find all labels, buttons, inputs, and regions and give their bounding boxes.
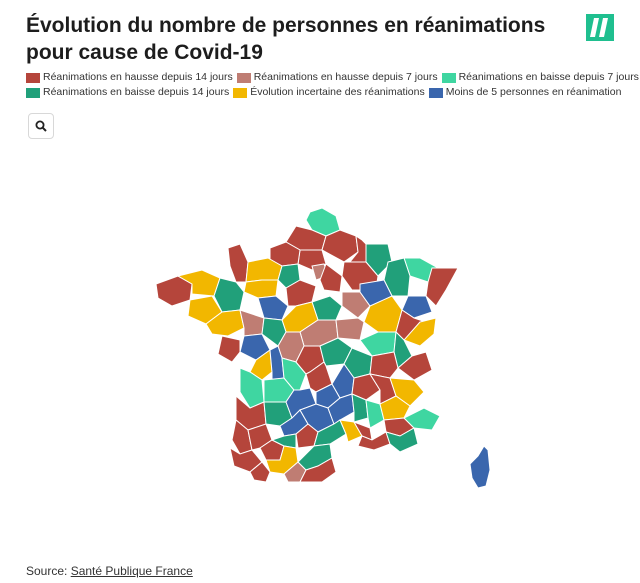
legend-item-incertaine[interactable]: Évolution incertaine des réanimations <box>233 85 425 100</box>
region-hautes-pyrenees[interactable] <box>249 461 271 483</box>
legend-label: Évolution incertaine des réanimations <box>250 86 425 98</box>
region-bas-rhin[interactable] <box>425 267 459 307</box>
chart-title: Évolution du nombre de personnes en réan… <box>26 14 546 64</box>
source-note: Source: Santé Publique France <box>26 564 193 578</box>
legend-item-baisse-7[interactable]: Réanimations en baisse depuis 7 jours <box>441 70 639 85</box>
france-departments-map <box>155 207 491 489</box>
legend-swatch <box>236 72 251 83</box>
source-prefix: Source: <box>26 564 71 578</box>
legend-swatch <box>26 72 40 83</box>
source-link[interactable]: Santé Publique France <box>70 564 193 578</box>
region-pyrenees-orientales[interactable] <box>299 457 337 483</box>
region-sarthe[interactable] <box>257 295 289 321</box>
legend-swatch <box>428 87 443 98</box>
huffpost-logo-icon <box>586 14 614 41</box>
legend-label: Réanimations en hausse depuis 7 jours <box>253 71 438 83</box>
region-vosges[interactable] <box>401 295 433 319</box>
region-alpes-maritimes[interactable] <box>403 407 441 431</box>
region-gard[interactable] <box>339 419 363 443</box>
region-seine-et-marne[interactable] <box>319 263 343 293</box>
legend: Réanimations en hausse depuis 14 jours R… <box>26 70 639 100</box>
legend-swatch <box>233 87 248 98</box>
legend-item-hausse-14[interactable]: Réanimations en hausse depuis 14 jours <box>26 70 233 85</box>
region-puy-de-dome[interactable] <box>305 361 333 393</box>
region-ain[interactable] <box>369 351 399 379</box>
region-meuse[interactable] <box>365 243 393 277</box>
legend-label: Réanimations en baisse depuis 7 jours <box>458 71 639 83</box>
region-orne[interactable] <box>243 279 279 299</box>
legend-swatch <box>26 87 40 98</box>
legend-item-hausse-7[interactable]: Réanimations en hausse depuis 7 jours <box>236 70 438 85</box>
search-icon <box>35 120 47 132</box>
legend-item-moins-5[interactable]: Moins de 5 personnes en réanimation <box>428 85 622 100</box>
region-corse[interactable] <box>469 445 491 489</box>
region-haute-garonne[interactable] <box>265 445 299 475</box>
region-deux-sevres[interactable] <box>249 349 273 381</box>
region-savoie[interactable] <box>389 377 425 407</box>
region-mayenne[interactable] <box>239 309 265 337</box>
legend-row-2: Réanimations en baisse depuis 14 jours É… <box>26 85 626 100</box>
region-doubs[interactable] <box>403 317 437 347</box>
region-haute-savoie[interactable] <box>397 351 433 381</box>
legend-item-baisse-14[interactable]: Réanimations en baisse depuis 14 jours <box>26 85 229 100</box>
legend-label: Moins de 5 personnes en réanimation <box>445 86 622 98</box>
legend-row-1: Réanimations en hausse depuis 14 jours R… <box>26 70 639 85</box>
legend-label: Réanimations en baisse depuis 14 jours <box>43 86 230 98</box>
legend-label: Réanimations en hausse depuis 14 jours <box>43 71 233 83</box>
region-ardeche[interactable] <box>351 393 369 423</box>
region-tarn-et-garonne[interactable] <box>270 433 297 449</box>
region-manche[interactable] <box>227 243 249 283</box>
region-drome[interactable] <box>365 399 385 429</box>
region-vendee[interactable] <box>217 335 241 363</box>
region-yonne[interactable] <box>341 291 371 319</box>
search-button[interactable] <box>28 113 54 139</box>
region-hautes-alpes[interactable] <box>379 395 411 421</box>
legend-swatch <box>441 72 456 83</box>
region-nievre[interactable] <box>335 317 365 341</box>
region-var[interactable] <box>385 427 419 453</box>
region-rhone[interactable] <box>351 373 381 401</box>
